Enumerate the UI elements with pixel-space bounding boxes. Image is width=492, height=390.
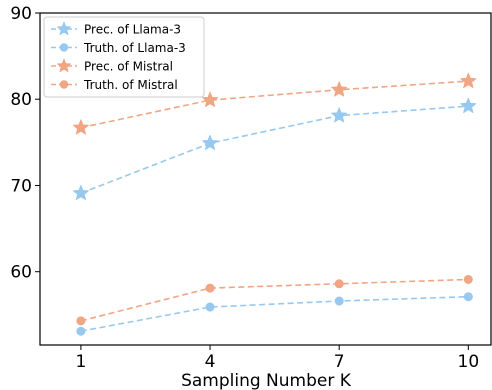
legend: Prec. of Llama-3 Truth. of Llama-3 Prec. o… xyxy=(43,16,205,98)
data-point xyxy=(205,302,215,312)
data-point xyxy=(331,107,348,123)
series-line xyxy=(80,295,469,332)
series-1 xyxy=(72,97,477,201)
legend-label: Truth. of Llama-3 xyxy=(83,41,186,55)
y-tick-label: 70 xyxy=(10,176,32,196)
series-line xyxy=(80,80,469,129)
legend-item: Prec. of Mistral xyxy=(51,58,173,74)
legend-item: Truth. of Mistral xyxy=(51,78,178,92)
legend-item: Truth. of Llama-3 xyxy=(51,41,186,55)
legend-box xyxy=(43,16,205,98)
data-point xyxy=(460,72,477,88)
legend-label: Prec. of Mistral xyxy=(84,60,173,74)
y-tick-label: 90 xyxy=(10,4,32,24)
legend-marker xyxy=(59,80,69,89)
axes-layer: 1 4 7 10 60 70 80 90 xyxy=(10,4,479,372)
data-point xyxy=(76,316,86,326)
legend-marker xyxy=(59,43,69,52)
y-tick-label: 60 xyxy=(10,263,32,283)
data-point xyxy=(334,296,344,306)
plot-layer xyxy=(72,72,477,336)
legend-marker xyxy=(56,21,72,36)
x-tick-label: 1 xyxy=(75,352,86,372)
series-4 xyxy=(76,274,473,326)
data-point xyxy=(331,81,348,97)
series-line xyxy=(80,278,469,322)
x-axis-title: Sampling Number K xyxy=(181,371,352,390)
legend-label: Prec. of Llama-3 xyxy=(84,23,181,37)
y-tick-label: 80 xyxy=(10,90,32,110)
plot-frame xyxy=(39,12,492,346)
series-3 xyxy=(72,72,477,135)
legend-marker xyxy=(56,58,72,73)
x-tick-label: 10 xyxy=(458,352,480,372)
x-tick-label: 7 xyxy=(334,352,345,372)
data-point xyxy=(76,326,86,336)
data-point xyxy=(72,184,89,201)
data-point xyxy=(334,279,344,289)
data-point xyxy=(72,119,89,135)
data-point xyxy=(463,292,473,302)
data-point xyxy=(202,134,219,151)
data-point xyxy=(463,274,473,284)
data-point xyxy=(202,91,219,107)
legend-label: Truth. of Mistral xyxy=(83,78,178,92)
legend-item: Prec. of Llama-3 xyxy=(51,21,181,37)
x-tick-label: 4 xyxy=(205,352,216,372)
series-2 xyxy=(76,292,473,336)
data-point xyxy=(205,283,215,293)
series-line xyxy=(80,105,469,194)
data-point xyxy=(460,97,477,113)
